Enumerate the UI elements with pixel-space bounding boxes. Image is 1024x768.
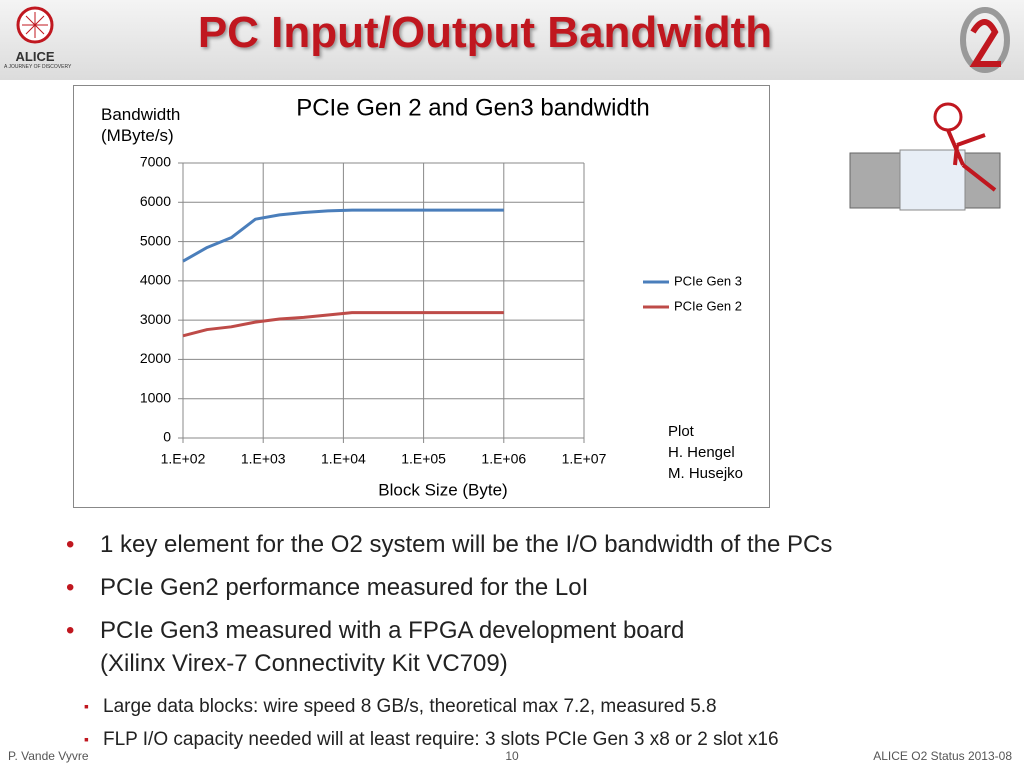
bullet: PCIe Gen3 measured with a FPGA developme… xyxy=(58,614,1018,680)
bullet-text: (Xilinx Virex-7 Connectivity Kit VC709) xyxy=(100,650,508,677)
annotation: M. Husejko xyxy=(668,465,743,482)
y-tick-label: 0 xyxy=(163,429,171,445)
legend-label: PCIe Gen 3 xyxy=(674,273,742,288)
y-tick-label: 3000 xyxy=(140,311,171,327)
bullet: PCIe Gen2 performance measured for the L… xyxy=(58,571,1018,604)
logo-text: ALICE xyxy=(15,49,55,64)
y-tick-label: 6000 xyxy=(140,193,171,209)
bullet-text: PCIe Gen2 performance measured for the L… xyxy=(100,574,589,601)
chart-title: PCIe Gen 2 and Gen3 bandwidth xyxy=(296,94,650,121)
chart-frame xyxy=(73,85,770,508)
footer-event: ALICE O2 Status 2013-08 xyxy=(873,749,1012,763)
bullet-text: PCIe Gen3 measured with a FPGA developme… xyxy=(100,617,685,644)
bullet-list: 1 key element for the O2 system will be … xyxy=(58,528,1018,756)
y-tick-label: 2000 xyxy=(140,350,171,366)
title-band xyxy=(0,0,1024,80)
footer-author: P. Vande Vyvre xyxy=(8,749,89,763)
legend-label: PCIe Gen 2 xyxy=(674,298,742,313)
x-tick-label: 1.E+07 xyxy=(562,451,607,467)
y-tick-label: 5000 xyxy=(140,232,171,248)
x-tick-label: 1.E+06 xyxy=(481,451,526,467)
series-line xyxy=(182,311,504,338)
x-tick-label: 1.E+05 xyxy=(401,451,446,467)
logo-icon xyxy=(16,6,54,44)
bullet-text: 1 key element for the O2 system will be … xyxy=(100,531,833,558)
slide-title: PC Input/Output Bandwidth xyxy=(197,8,773,57)
x-tick-label: 1.E+02 xyxy=(161,451,206,467)
bullet: 1 key element for the O2 system will be … xyxy=(58,528,1018,561)
y-axis-label: Bandwidth (MByte/s) xyxy=(101,105,181,145)
page-number: 10 xyxy=(505,749,519,763)
x-tick-label: 1.E+04 xyxy=(321,451,366,467)
o2-logo xyxy=(960,7,1010,73)
chart: PCIe Gen 2 and Gen3 bandwidth Block Size… xyxy=(73,85,770,508)
alice-logo: ALICE A JOURNEY OF DISCOVERY xyxy=(4,2,72,70)
series-line xyxy=(182,208,504,263)
annotation: H. Hengel xyxy=(668,444,735,461)
cartoon xyxy=(849,102,1001,211)
logo-subtext: A JOURNEY OF DISCOVERY xyxy=(4,64,72,70)
y-tick-label: 1000 xyxy=(140,389,171,405)
y-tick-label: 7000 xyxy=(140,154,171,170)
y-tick-label: 4000 xyxy=(140,272,171,288)
sub-bullet: FLP I/O capacity needed will at least re… xyxy=(58,723,1018,756)
annotation: Plot xyxy=(668,423,695,440)
x-axis-label: Block Size (Byte) xyxy=(378,480,507,499)
sub-bullet: Large data blocks: wire speed 8 GB/s, th… xyxy=(58,690,1018,723)
x-tick-label: 1.E+03 xyxy=(241,451,286,467)
